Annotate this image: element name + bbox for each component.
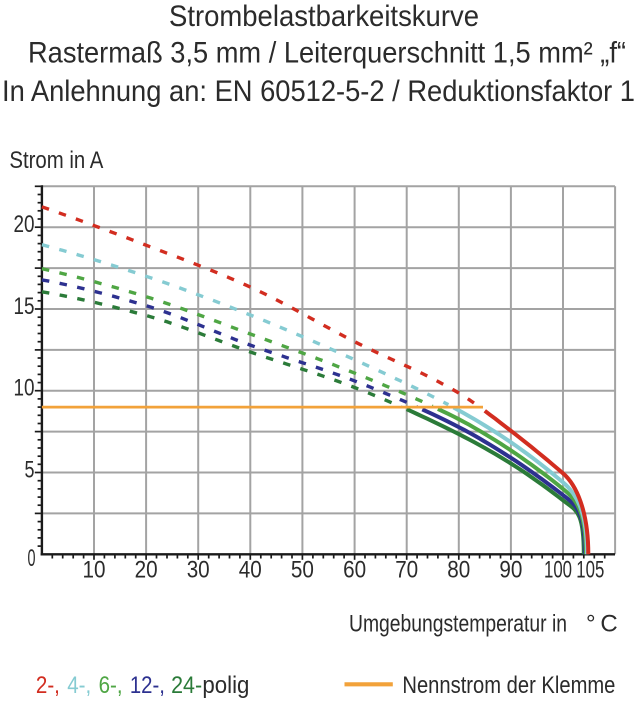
svg-text:60: 60 (343, 557, 366, 584)
svg-text:6-,: 6-, (99, 672, 123, 699)
svg-text:Strombelastbarkeitskurve: Strombelastbarkeitskurve (169, 0, 479, 33)
svg-text:20: 20 (135, 557, 158, 584)
svg-text:20: 20 (14, 211, 35, 238)
svg-text:Nennstrom der Klemme: Nennstrom der Klemme (402, 672, 615, 699)
svg-text:70: 70 (395, 557, 418, 584)
svg-text:15: 15 (14, 293, 35, 320)
svg-text:105: 105 (576, 557, 604, 584)
svg-text:30: 30 (187, 557, 210, 584)
svg-text:Rastermaß 3,5 mm / Leiterquers: Rastermaß 3,5 mm / Leiterquerschnitt 1,5… (28, 37, 626, 70)
svg-text:24-: 24- (171, 672, 202, 699)
svg-text:Umgebungstemperatur in: Umgebungstemperatur in (349, 611, 567, 638)
svg-text:80: 80 (447, 557, 470, 584)
svg-text:100: 100 (544, 557, 572, 584)
svg-text:10: 10 (83, 557, 106, 584)
svg-text:In Anlehnung an: EN 60512-5-2: In Anlehnung an: EN 60512-5-2 / Reduktio… (2, 75, 635, 108)
svg-text:40: 40 (239, 557, 262, 584)
svg-text:50: 50 (291, 557, 314, 584)
svg-text:0: 0 (28, 545, 36, 572)
svg-text:° C: ° C (586, 611, 618, 638)
svg-text:12-,: 12-, (130, 672, 165, 699)
svg-text:4-,: 4-, (67, 672, 91, 699)
svg-text:90: 90 (499, 557, 522, 584)
svg-text:Strom in A: Strom in A (9, 147, 103, 174)
svg-text:2-,: 2-, (36, 672, 60, 699)
svg-text:5: 5 (25, 457, 35, 484)
svg-text:10: 10 (14, 375, 35, 402)
svg-text:polig: polig (202, 672, 249, 699)
